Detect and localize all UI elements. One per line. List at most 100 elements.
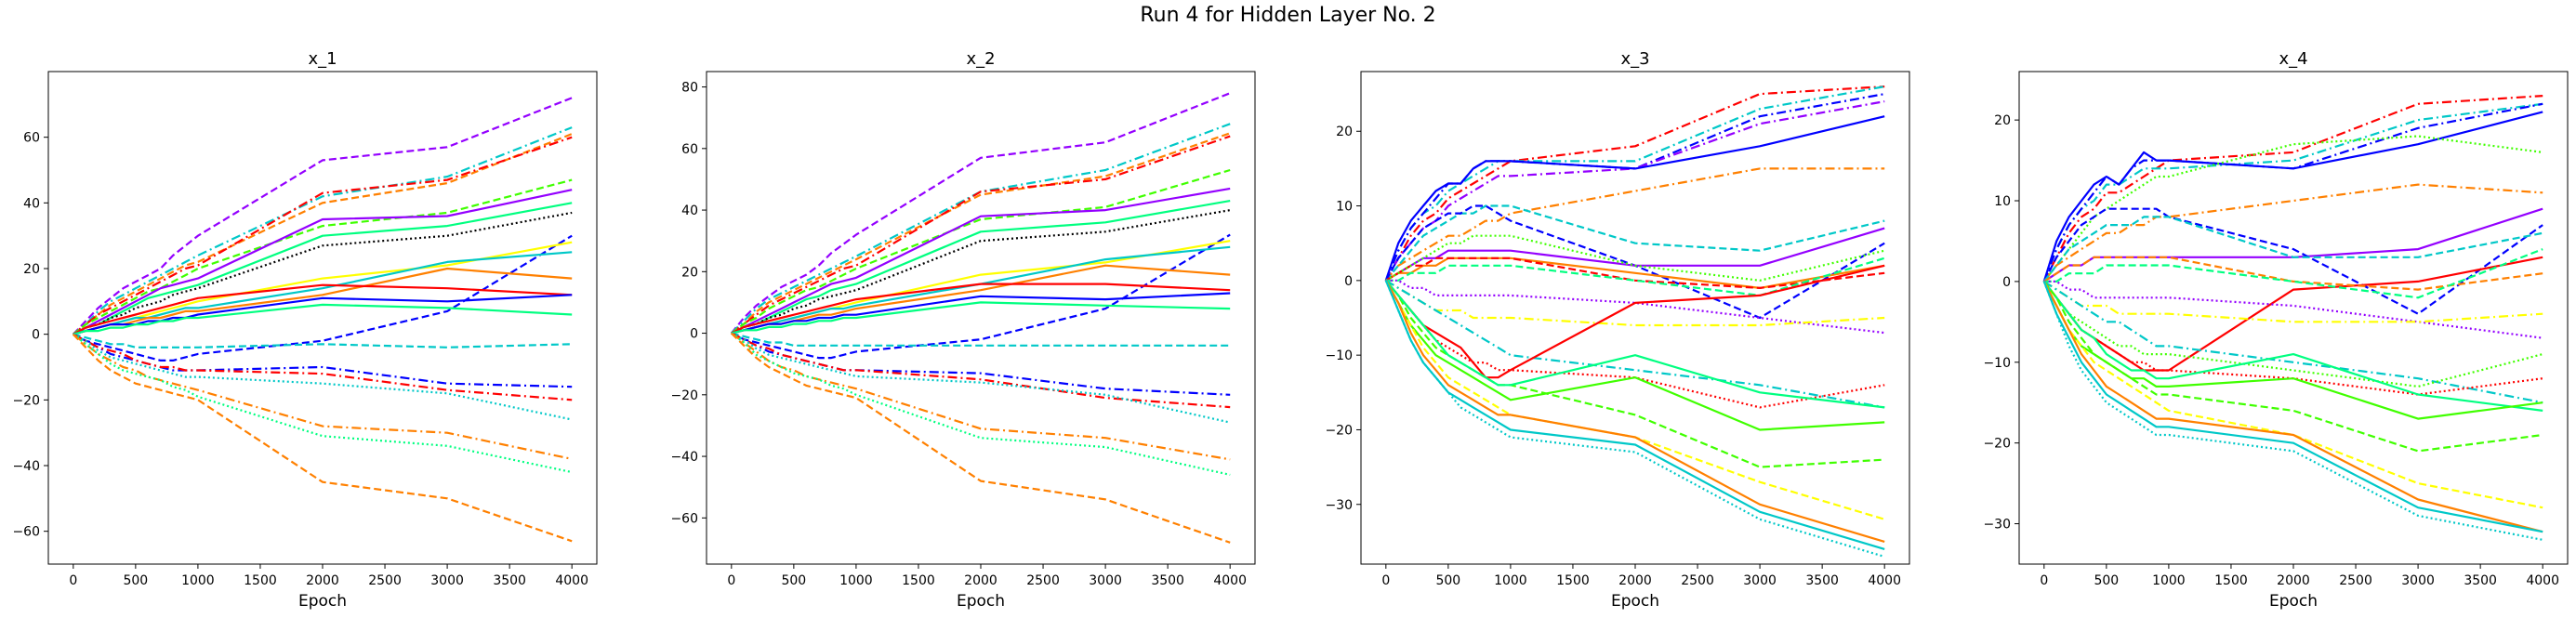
series-line	[73, 333, 573, 401]
x-tick-label: 2000	[306, 573, 339, 588]
series-line	[1385, 279, 1885, 335]
series-line	[1384, 100, 1885, 282]
y-tick-label: −20	[1983, 437, 2011, 452]
series-line	[2042, 281, 2543, 541]
x-tick-label: 3000	[430, 573, 464, 588]
y-tick-label: −20	[12, 393, 40, 408]
series-line	[731, 132, 1231, 335]
x-axis-label: Epoch	[1611, 592, 1659, 611]
x-tick-label: 4000	[2526, 573, 2559, 588]
x-tick-label: 2500	[1681, 573, 1714, 588]
x-tick-label: 2500	[2339, 573, 2372, 588]
series-line	[731, 123, 1231, 335]
x-axis-label: Epoch	[2269, 592, 2318, 611]
series-line	[1385, 256, 1885, 289]
y-tick-label: 20	[1994, 113, 2011, 128]
y-tick-label: −20	[1325, 423, 1353, 438]
x-axis-label: Epoch	[298, 592, 347, 611]
series-line	[73, 178, 573, 335]
series-line	[73, 333, 573, 474]
series-line	[2042, 281, 2543, 396]
series-line	[731, 332, 1231, 544]
series-line	[731, 168, 1231, 335]
series-line	[2042, 111, 2543, 283]
figure-title: Run 4 for Hidden Layer No. 2	[1140, 4, 1436, 27]
x-tick-label: 0	[69, 573, 77, 588]
x-tick-label: 1000	[2152, 573, 2186, 588]
series-line	[2043, 280, 2543, 339]
x-tick-label: 1500	[2214, 573, 2248, 588]
x-tick-label: 3500	[1151, 573, 1184, 588]
y-tick-label: 20	[1336, 125, 1353, 139]
series-line	[2043, 207, 2543, 283]
series-line	[2042, 216, 2543, 283]
series-line	[1384, 280, 1885, 409]
series-line	[2042, 95, 2543, 283]
x-tick-label: 0	[2040, 573, 2048, 588]
series-line	[1384, 115, 1885, 282]
y-tick-label: 60	[23, 131, 40, 146]
series-line	[2042, 281, 2543, 412]
series-line	[1384, 280, 1885, 559]
x-tick-label: 2500	[1026, 573, 1060, 588]
series-line	[73, 189, 573, 335]
y-tick-label: −60	[12, 525, 40, 540]
x-tick-label: 3500	[493, 573, 526, 588]
y-tick-label: 40	[23, 196, 40, 211]
series-line	[1384, 167, 1885, 282]
series-line	[73, 303, 573, 335]
series-line	[2042, 183, 2543, 283]
series-line	[2043, 256, 2543, 291]
x-tick-label: 1500	[244, 573, 277, 588]
x-tick-label: 500	[1435, 573, 1460, 588]
series-line	[2043, 248, 2543, 299]
series-line	[73, 333, 573, 421]
x-tick-label: 2000	[1618, 573, 1652, 588]
x-tick-label: 500	[781, 573, 806, 588]
y-tick-label: −60	[670, 511, 698, 526]
x-tick-label: 3000	[2401, 573, 2435, 588]
x-tick-label: 500	[123, 573, 148, 588]
series-line	[2042, 281, 2543, 533]
x-tick-label: 3000	[1743, 573, 1777, 588]
series-group	[2042, 95, 2543, 541]
subplot-title: x_1	[308, 49, 337, 69]
x-tick-label: 1500	[1556, 573, 1590, 588]
x-tick-label: 4000	[1213, 573, 1247, 588]
y-tick-label: −20	[670, 388, 698, 403]
x-tick-label: 2500	[368, 573, 402, 588]
series-line	[73, 133, 573, 335]
series-line	[2043, 280, 2543, 323]
subplot-title: x_2	[966, 49, 995, 69]
series-line	[73, 294, 573, 335]
y-tick-label: 60	[681, 142, 698, 157]
y-tick-label: 40	[681, 204, 698, 218]
y-tick-label: 20	[23, 262, 40, 277]
series-line	[2042, 281, 2543, 533]
series-line	[1385, 256, 1885, 296]
series-line	[1385, 279, 1885, 409]
x-tick-label: 500	[2094, 573, 2119, 588]
x-tick-label: 4000	[555, 573, 588, 588]
series-line	[730, 92, 1231, 335]
series-line	[731, 292, 1231, 335]
series-line	[1384, 204, 1885, 320]
x-tick-label: 0	[1381, 573, 1390, 588]
y-tick-label: −30	[1325, 498, 1353, 513]
x-tick-label: 1000	[181, 573, 215, 588]
series-line	[731, 301, 1231, 335]
series-line	[73, 333, 573, 348]
y-tick-label: 10	[1994, 194, 2011, 209]
series-line	[731, 332, 1231, 424]
series-line	[1384, 280, 1885, 431]
y-tick-label: 0	[690, 327, 698, 342]
x-tick-label: 1500	[902, 573, 935, 588]
y-tick-label: 0	[32, 328, 40, 343]
series-line	[1384, 280, 1885, 543]
series-line	[731, 332, 1231, 347]
series-line	[1385, 227, 1885, 282]
x-tick-label: 1000	[1494, 573, 1527, 588]
